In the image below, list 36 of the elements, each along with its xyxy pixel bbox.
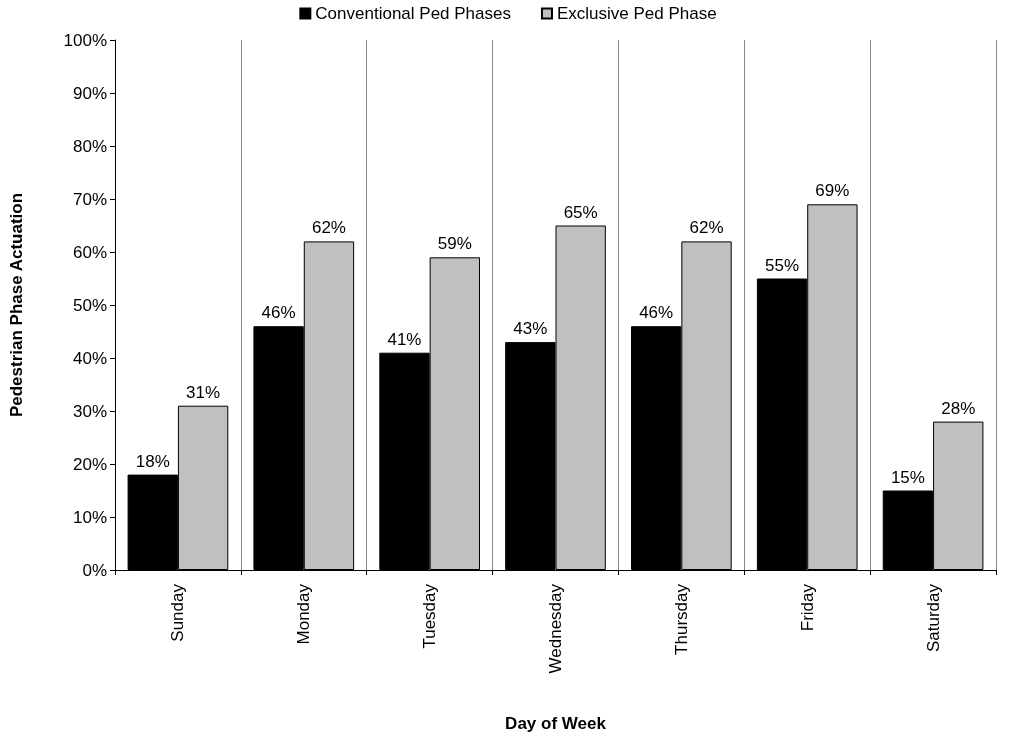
data-label: 46% [639,303,674,323]
y-tick-label: 0% [82,560,107,580]
x-axis-title: Day of Week [505,714,607,733]
data-label: 18% [135,451,170,471]
data-label: 65% [563,202,598,222]
y-tick-label: 100% [63,30,107,50]
legend-label: Exclusive Ped Phase [556,4,717,23]
data-label: 59% [437,234,472,254]
y-tick-label: 20% [72,454,107,474]
data-label: 41% [387,329,422,349]
x-tick-label: Wednesday [546,583,565,674]
y-tick-label: 80% [72,136,107,156]
legend-label: Conventional Ped Phases [315,4,511,23]
data-label: 43% [513,319,548,339]
x-tick-label: Saturday [923,583,943,653]
x-tick-label: Tuesday [420,583,440,649]
x-tick-label: Thursday [671,583,691,655]
data-label: 69% [815,181,850,201]
data-label: 15% [890,467,925,487]
data-label: 62% [311,218,346,238]
data-label: 55% [765,255,800,275]
data-label: 31% [186,382,221,402]
x-tick-label: Friday [797,583,817,632]
y-tick-label: 70% [72,189,107,209]
y-tick-label: 50% [72,295,107,315]
x-tick-label: Sunday [168,583,188,642]
x-tick-label: Monday [294,583,314,645]
y-tick-label: 40% [72,348,107,368]
y-tick-label: 10% [72,507,107,527]
y-tick-label: 90% [72,83,107,103]
data-label: 28% [941,398,976,418]
y-tick-label: 30% [72,401,107,421]
y-tick-label: 60% [72,242,107,262]
data-label: 46% [261,303,296,323]
data-label: 62% [689,218,724,238]
y-axis-title: Pedestrian Phase Actuation [7,192,26,418]
